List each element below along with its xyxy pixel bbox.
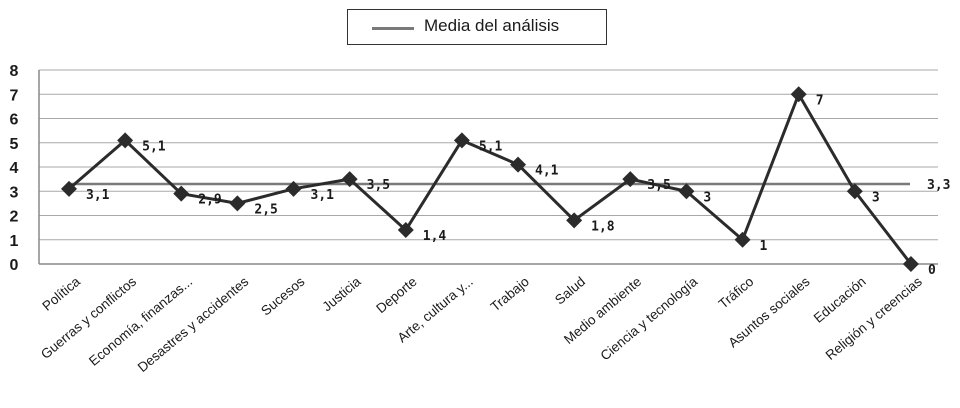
data-label: 1,8 [591, 219, 615, 234]
y-tick-label: 6 [10, 112, 19, 129]
data-label: 0 [928, 263, 936, 278]
x-category-label: Política [39, 273, 83, 313]
data-label: 3 [703, 190, 711, 205]
y-tick-label: 4 [10, 160, 19, 177]
y-tick-label: 7 [10, 87, 19, 104]
legend: Media del análisis [347, 9, 607, 45]
y-tick-label: 5 [10, 136, 19, 153]
data-label: 3,1 [86, 188, 110, 203]
x-category-label: Guerras y conflictos [38, 274, 139, 362]
data-label: 2,5 [254, 202, 277, 217]
data-label: 3,5 [647, 178, 670, 193]
data-label: 1 [760, 239, 768, 254]
x-category-label: Economía, finanzas... [86, 274, 195, 369]
x-category-label: Sucesos [258, 274, 307, 319]
series-line [69, 94, 911, 264]
x-category-label: Educación [811, 274, 869, 326]
data-label: 5,1 [479, 139, 503, 154]
x-category-label: Ciencia y tecnología [598, 273, 701, 363]
y-tick-label: 2 [10, 209, 19, 226]
data-label: 3,1 [311, 188, 335, 203]
data-label: 1,4 [423, 229, 447, 244]
data-label: 4,1 [535, 164, 559, 179]
legend-label-mean: Media del análisis [424, 16, 559, 36]
x-category-label: Salud [552, 274, 588, 308]
main-series [61, 86, 919, 272]
x-category-label: Deporte [373, 274, 419, 316]
data-point-marker [229, 195, 245, 211]
x-category-label: Tráfico [716, 274, 757, 312]
data-label: 3,5 [367, 178, 390, 193]
x-category-label: Desastres y accidentes [135, 274, 252, 375]
y-tick-label: 3 [10, 184, 19, 201]
data-point-marker [791, 86, 807, 102]
y-axis-ticks: 0 1 2 3 4 5 6 7 8 [10, 63, 19, 274]
data-label: 2,9 [198, 193, 221, 208]
data-label: 3 [872, 190, 880, 205]
data-labels: 3,1 5,1 2,9 2,5 3,1 3,5 1,4 5,1 4,1 1,8 3,5 3 1 7 3 0 [86, 93, 936, 278]
x-category-label: Trabajo [488, 274, 532, 315]
legend-swatch-mean [372, 27, 414, 30]
x-category-label: Justicia [319, 273, 364, 314]
mean-label: 3,3 [927, 178, 950, 193]
data-label: 7 [816, 93, 824, 108]
y-tick-label: 0 [10, 257, 19, 274]
y-tick-label: 1 [10, 233, 19, 250]
data-label: 5,1 [142, 139, 166, 154]
mean-series: 3,3 [69, 178, 950, 193]
data-point-marker [454, 132, 470, 148]
x-category-label: Religión y creencias [823, 274, 925, 363]
y-tick-label: 8 [10, 63, 19, 80]
